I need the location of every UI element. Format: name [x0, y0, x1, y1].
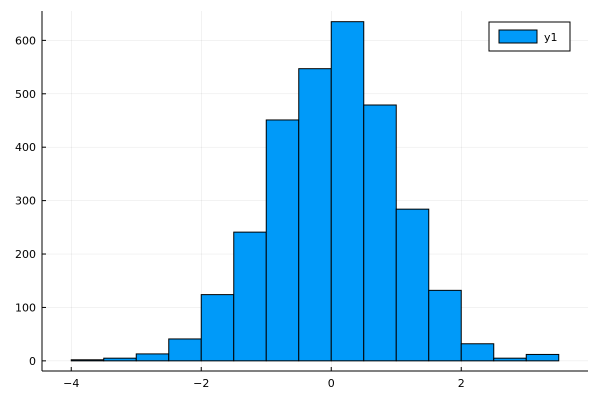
y-tick-label: 400 — [15, 141, 36, 154]
legend: y1 — [488, 21, 571, 52]
y-tick-label: 100 — [15, 301, 36, 314]
histogram-bar — [200, 294, 235, 362]
bars-group — [70, 21, 560, 362]
legend-label-y1: y1 — [544, 31, 558, 44]
y-tick-label: 200 — [15, 248, 36, 261]
histogram-bar — [168, 338, 202, 362]
axes — [41, 11, 588, 372]
x-tick-label: −2 — [193, 377, 209, 390]
histogram-bar — [298, 68, 332, 362]
x-tick-label: 2 — [458, 377, 465, 390]
histogram-bar — [460, 343, 495, 362]
y-tick-label: 300 — [15, 195, 36, 208]
y-tick-label: 500 — [15, 88, 36, 101]
y-tick-label: 0 — [29, 355, 36, 368]
histogram-bar — [103, 357, 137, 362]
x-tick-label: −4 — [63, 377, 79, 390]
histogram-bar — [493, 357, 527, 362]
legend-swatch-y1 — [498, 29, 538, 44]
histogram-bar — [233, 231, 267, 362]
histogram-bar — [330, 21, 365, 362]
y-tick-label: 600 — [15, 34, 36, 47]
y-ticks: 0 100 200 300 400 500 600 — [15, 34, 46, 368]
histogram-bar — [525, 353, 560, 362]
histogram-bar — [135, 353, 170, 362]
histogram-bar — [395, 208, 430, 362]
x-tick-label: 0 — [328, 377, 335, 390]
histogram-bar — [363, 104, 397, 362]
x-ticks: −4 −2 0 2 — [63, 367, 465, 390]
histogram-bar — [265, 119, 300, 362]
histogram-bar — [70, 359, 105, 362]
histogram-bar — [428, 289, 462, 362]
